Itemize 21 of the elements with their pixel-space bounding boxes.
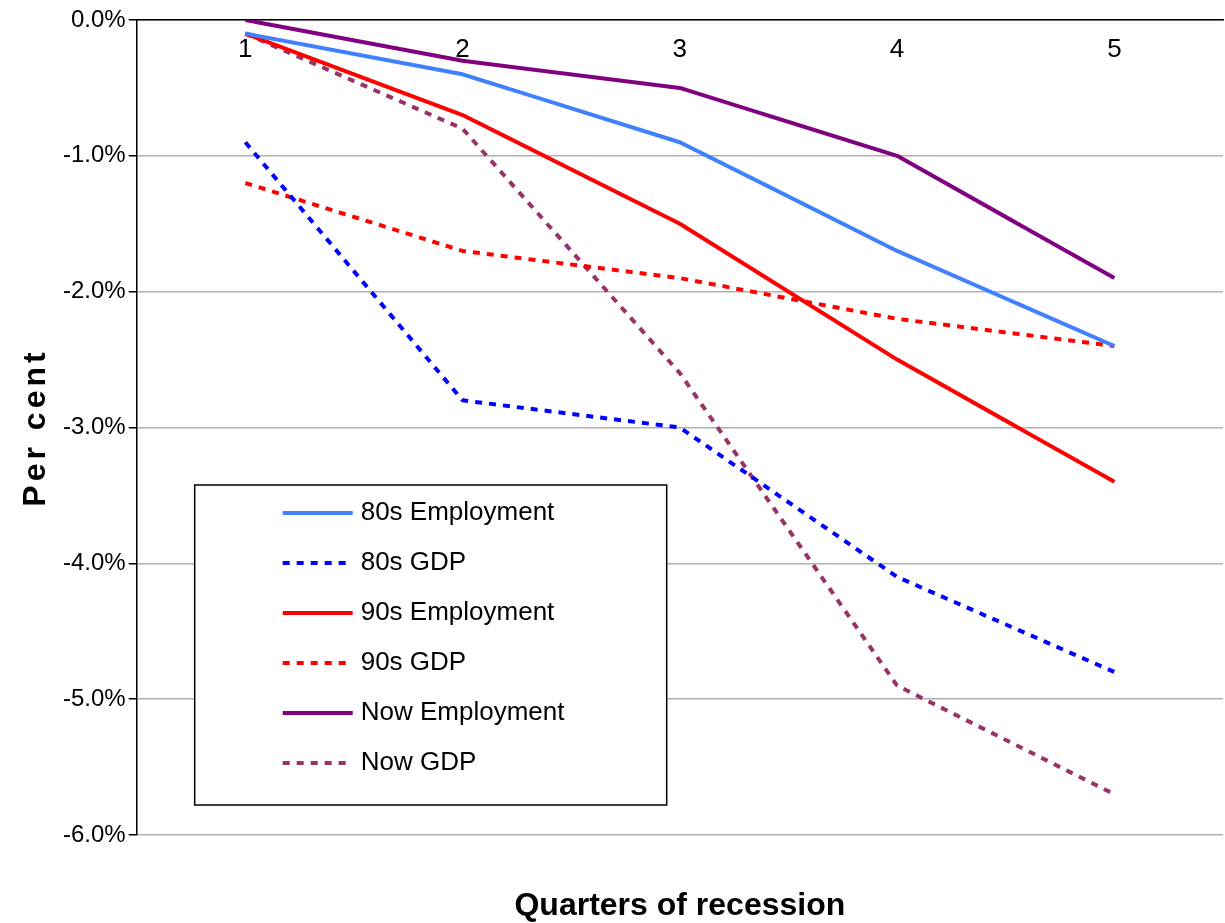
legend-label: 90s GDP <box>360 646 467 677</box>
x-tick-label: 3 <box>672 32 688 63</box>
x-tick-label: 4 <box>889 32 905 63</box>
y-tick-label: -6.0% <box>62 819 126 847</box>
y-tick-label: -1.0% <box>62 140 126 168</box>
y-tick-label: -2.0% <box>62 276 126 304</box>
legend-label: 80s GDP <box>360 546 467 577</box>
legend-label: Now GDP <box>360 746 477 777</box>
x-axis-title: Quarters of recession <box>514 886 846 922</box>
x-tick-label: 1 <box>238 32 253 63</box>
y-axis-title: Per cent <box>16 348 52 507</box>
legend-label: 80s Employment <box>360 496 556 527</box>
legend-label: Now Employment <box>360 696 566 727</box>
y-tick-label: 0.0% <box>70 4 126 32</box>
y-tick-label: -3.0% <box>62 412 126 440</box>
x-tick-label: 2 <box>455 32 470 63</box>
y-tick-label: -5.0% <box>62 683 126 711</box>
legend-label: 90s Employment <box>360 596 556 627</box>
y-tick-label: -4.0% <box>62 547 126 575</box>
line-series <box>243 140 1117 674</box>
x-tick-label: 5 <box>1107 32 1122 63</box>
